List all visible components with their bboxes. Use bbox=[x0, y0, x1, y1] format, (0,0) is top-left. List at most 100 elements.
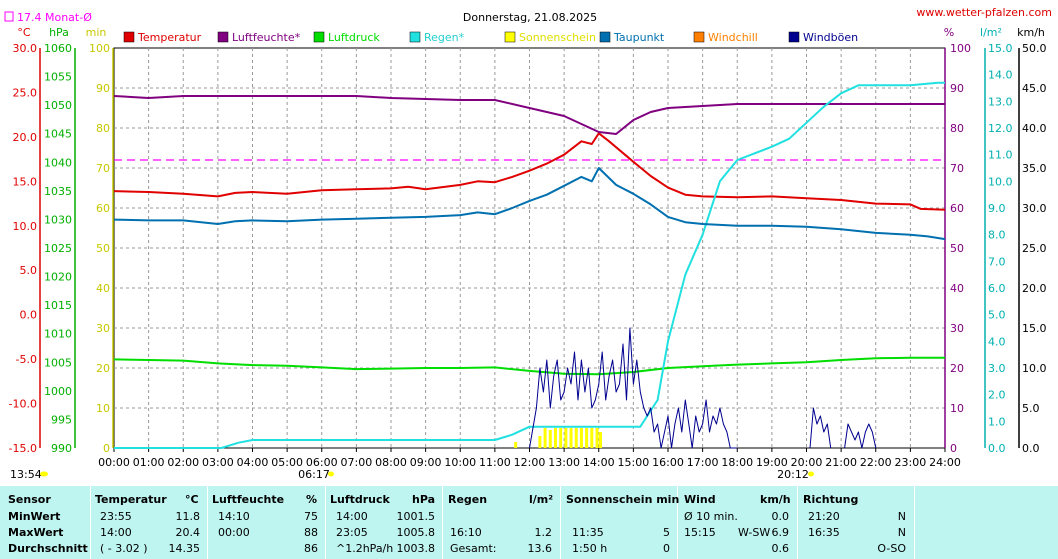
header-wind-unit: km/h bbox=[760, 493, 791, 506]
table-cell: ^1.2hPa/h bbox=[336, 542, 394, 555]
x-tick-label: 24:00 bbox=[929, 456, 961, 469]
sunshine-bar bbox=[559, 428, 563, 448]
table-cell: 23:55 bbox=[100, 510, 132, 523]
legend-label: Luftfeuchte* bbox=[232, 31, 301, 44]
wind-tick-label: 20.0 bbox=[1022, 282, 1047, 295]
legend: Temperatur Luftfeuchte* Luftdruck Regen* Son… bbox=[123, 31, 858, 44]
rain-tick-label: 10.0 bbox=[988, 175, 1013, 188]
table-cell: 0.6 bbox=[771, 542, 790, 555]
rain-tick-label: 9.0 bbox=[988, 202, 1006, 215]
table-cell: 86 bbox=[304, 542, 318, 555]
col-divider bbox=[677, 486, 678, 559]
col-divider bbox=[914, 486, 915, 559]
table-cell: N bbox=[897, 510, 906, 523]
header-humidity: Luftfeuchte bbox=[212, 493, 285, 506]
table-cell: 21:20 bbox=[808, 510, 840, 523]
x-tick-label: 09:00 bbox=[410, 456, 442, 469]
sunshine-bar bbox=[538, 436, 542, 448]
month-avg-swatch bbox=[4, 11, 14, 22]
table-cell: 14:00 bbox=[336, 510, 368, 523]
pressure-tick-label: 1045 bbox=[44, 128, 72, 141]
time-left-label: 13:54 bbox=[10, 468, 42, 481]
legend-label: Sonnenschein bbox=[519, 31, 596, 44]
legend-swatch bbox=[504, 31, 516, 43]
table-cell: 6.9 bbox=[771, 526, 790, 539]
table-cell: 14:00 bbox=[100, 526, 132, 539]
table-cell: N bbox=[897, 526, 906, 539]
table-cell: 5 bbox=[663, 526, 670, 539]
gusts-line bbox=[529, 327, 738, 449]
month-avg-legend: 17.4 Monat-Ø bbox=[17, 11, 92, 24]
col-divider bbox=[442, 486, 443, 559]
table-cell: 00:00 bbox=[218, 526, 250, 539]
temp-tick-label: -15.0 bbox=[9, 442, 37, 455]
rain-tick-label: 8.0 bbox=[988, 229, 1006, 242]
sunshine-bar bbox=[514, 442, 518, 448]
temp-tick-label: 25.0 bbox=[13, 86, 38, 99]
temp-unit: °C bbox=[17, 26, 31, 39]
header-humidity-unit: % bbox=[306, 493, 318, 506]
col-divider bbox=[560, 486, 561, 559]
header-rain-unit: l/m² bbox=[529, 493, 554, 506]
pressure-tick-label: 1040 bbox=[44, 156, 72, 169]
sun-tick-label: 70 bbox=[96, 162, 110, 175]
wind-tick-label: 5.0 bbox=[1022, 402, 1040, 415]
sun-tick-label: 0 bbox=[103, 442, 110, 455]
x-tick-label: 12:00 bbox=[514, 456, 546, 469]
chart-grid bbox=[113, 47, 946, 449]
gusts-line bbox=[809, 407, 832, 449]
wind-tick-label: 50.0 bbox=[1022, 42, 1047, 55]
row-label: MinWert bbox=[8, 510, 61, 523]
sunshine-bar bbox=[569, 428, 573, 448]
rain-tick-label: 5.0 bbox=[988, 309, 1006, 322]
sun-tick-label: 50 bbox=[96, 242, 110, 255]
time-left-sun-icon bbox=[40, 471, 48, 477]
hum-tick-label: 40 bbox=[950, 282, 964, 295]
rain-tick-label: 1.0 bbox=[988, 415, 1006, 428]
pressure-tick-label: 1020 bbox=[44, 271, 72, 284]
table-cell: Gesamt: bbox=[450, 542, 497, 555]
temp-tick-label: -10.0 bbox=[9, 398, 37, 411]
pressure-tick-label: 1000 bbox=[44, 385, 72, 398]
legend-label: Regen* bbox=[424, 31, 465, 44]
header-temperature: Temperatur bbox=[95, 493, 167, 506]
table-cell: 0 bbox=[663, 542, 670, 555]
sunrise-sun-icon bbox=[328, 471, 334, 477]
rain-tick-label: 11.0 bbox=[988, 149, 1013, 162]
table-cell: 1005.8 bbox=[396, 526, 436, 539]
legend-swatch bbox=[217, 31, 229, 43]
hum-tick-label: 20 bbox=[950, 362, 964, 375]
temp-tick-label: 10.0 bbox=[13, 220, 38, 233]
temperature-line bbox=[113, 132, 946, 211]
sun-unit: min bbox=[86, 26, 107, 39]
rain-tick-label: 7.0 bbox=[988, 255, 1006, 268]
pressure-tick-label: 1060 bbox=[44, 42, 72, 55]
sunshine-bar bbox=[579, 428, 583, 448]
pressure-tick-label: 1005 bbox=[44, 356, 72, 369]
sunshine-bar bbox=[574, 428, 578, 448]
x-tick-label: 11:00 bbox=[479, 456, 511, 469]
hum-tick-label: 60 bbox=[950, 202, 964, 215]
header-temperature-unit: °C bbox=[185, 493, 199, 506]
x-tick-label: 13:00 bbox=[548, 456, 580, 469]
x-tick-label: 21:00 bbox=[825, 456, 857, 469]
pressure-tick-label: 990 bbox=[51, 442, 72, 455]
header-pressure-unit: hPa bbox=[412, 493, 436, 506]
wind-tick-label: 15.0 bbox=[1022, 322, 1047, 335]
x-tick-label: 20:00 bbox=[791, 456, 823, 469]
x-tick-label: 14:00 bbox=[583, 456, 615, 469]
temp-tick-label: -5.0 bbox=[16, 353, 37, 366]
table-cell: 1003.8 bbox=[396, 542, 436, 555]
legend-label: Taupunkt bbox=[613, 31, 665, 44]
table-cell: 1:50 h bbox=[572, 542, 608, 555]
chart-axes: 00:00 01:00 02:00 03:00 04:00 05:00 06:00 07:00… bbox=[9, 42, 1047, 469]
sunshine-bar bbox=[553, 428, 557, 448]
chart-title: Donnerstag, 21.08.2025 bbox=[463, 11, 597, 24]
hum-tick-label: 0 bbox=[950, 442, 957, 455]
sun-tick-label: 20 bbox=[96, 362, 110, 375]
row-label: Durchschnitt bbox=[8, 542, 88, 555]
pressure-tick-label: 995 bbox=[51, 413, 72, 426]
temp-tick-label: 20.0 bbox=[13, 131, 38, 144]
pressure-tick-label: 1035 bbox=[44, 185, 72, 198]
x-tick-label: 08:00 bbox=[375, 456, 407, 469]
